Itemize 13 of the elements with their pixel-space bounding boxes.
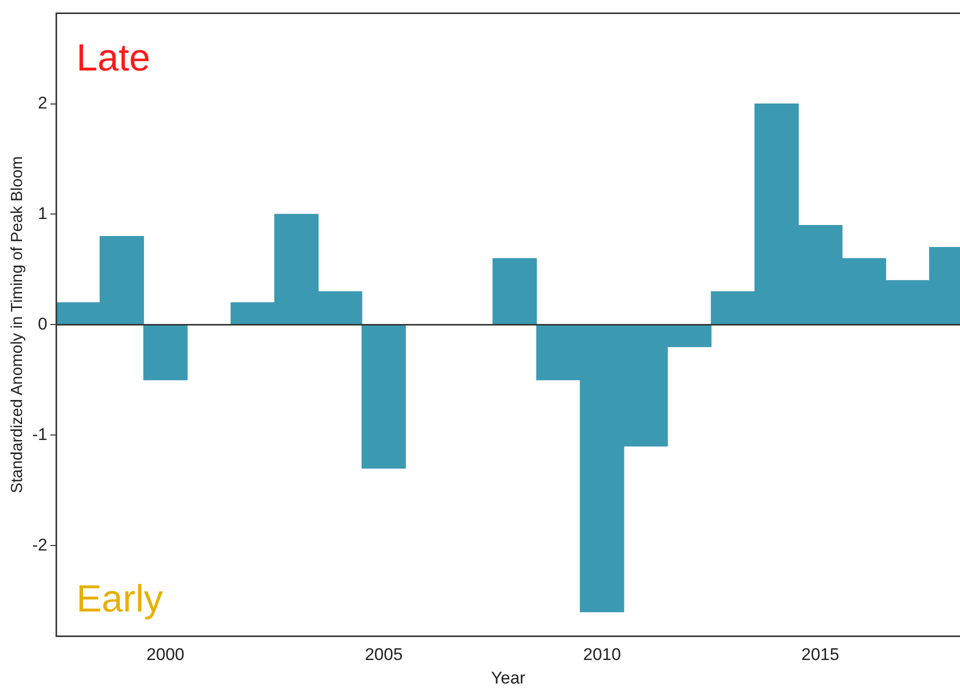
y-tick-label: 2: [38, 93, 48, 112]
x-tick-label: 2015: [801, 645, 840, 664]
y-tick-label: 0: [38, 314, 48, 334]
x-axis-title: Year: [490, 668, 526, 688]
x-tick-label: 2010: [583, 645, 621, 664]
y-axis-title: Standardized Anomoly in Timing of Peak Bloom: [9, 156, 26, 494]
y-tick-label: 1: [38, 204, 48, 223]
x-tick-label: 2005: [364, 645, 403, 664]
x-tick-label: 2000: [146, 645, 184, 664]
annotation: Early: [76, 578, 163, 621]
y-tick-label: -2: [32, 535, 48, 554]
annotation: Late: [76, 38, 150, 80]
y-tick-label: -1: [32, 424, 48, 444]
